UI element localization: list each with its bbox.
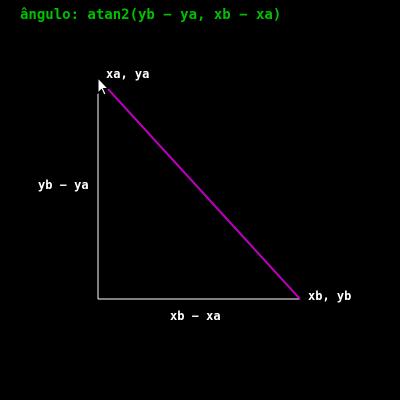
- dx-label: xb − xa: [170, 309, 221, 323]
- hypotenuse-line: [107, 88, 301, 300]
- point-b-label: xb, yb: [308, 289, 352, 303]
- dy-label: yb − ya: [38, 178, 89, 192]
- point-a-label: xa, ya: [106, 67, 150, 81]
- angle-formula-title: ângulo: atan2(yb − ya, xb − xa): [20, 7, 282, 23]
- mouse-cursor-icon: [97, 76, 110, 96]
